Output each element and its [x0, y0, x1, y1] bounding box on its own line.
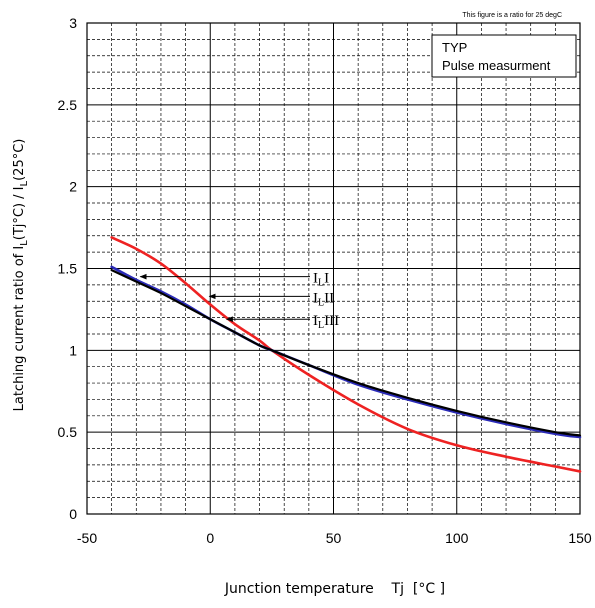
y-tick-label: 1.5 [58, 261, 78, 277]
y-tick-label: 2.5 [58, 97, 78, 113]
y-tick-label: 3 [69, 15, 77, 31]
plot-frame [86, 22, 581, 515]
x-tick-label: 150 [568, 530, 592, 546]
series-line-ii [110, 236, 582, 473]
y-tick-labels: 0 0.5 1 1.5 2 2.5 3 [58, 15, 78, 522]
series-label-i: ILI [313, 271, 329, 289]
series-label-ii: ILII [313, 290, 334, 308]
x-tick-label: 100 [445, 530, 469, 546]
series-line-iii [110, 265, 582, 439]
y-axis-label: Latching current ratio of IL(Tj°C) / IL(… [12, 139, 30, 412]
series-line-i [110, 269, 582, 437]
y-tick-label: 1 [69, 342, 77, 358]
x-tick-label: -50 [77, 530, 97, 546]
y-tick-label: 0 [69, 506, 77, 522]
x-tick-labels: -50 0 50 100 150 [77, 530, 592, 546]
x-tick-label: 0 [206, 530, 214, 546]
legend-box: TYP Pulse measurment [431, 34, 577, 78]
series-layer [110, 236, 582, 473]
legend-line-typ: TYP [442, 40, 467, 55]
series-label-iii: ILIII [313, 313, 339, 331]
legend-frame [431, 34, 577, 78]
x-axis-label: Junction temperature Tj [°C ] [224, 581, 445, 597]
x-tick-label: 50 [326, 530, 342, 546]
legend-line-pulse: Pulse measurment [442, 58, 551, 73]
chart-note: This figure is a ratio for 25 degC [462, 12, 562, 19]
y-tick-label: 0.5 [58, 424, 78, 440]
y-tick-label: 2 [69, 179, 77, 195]
